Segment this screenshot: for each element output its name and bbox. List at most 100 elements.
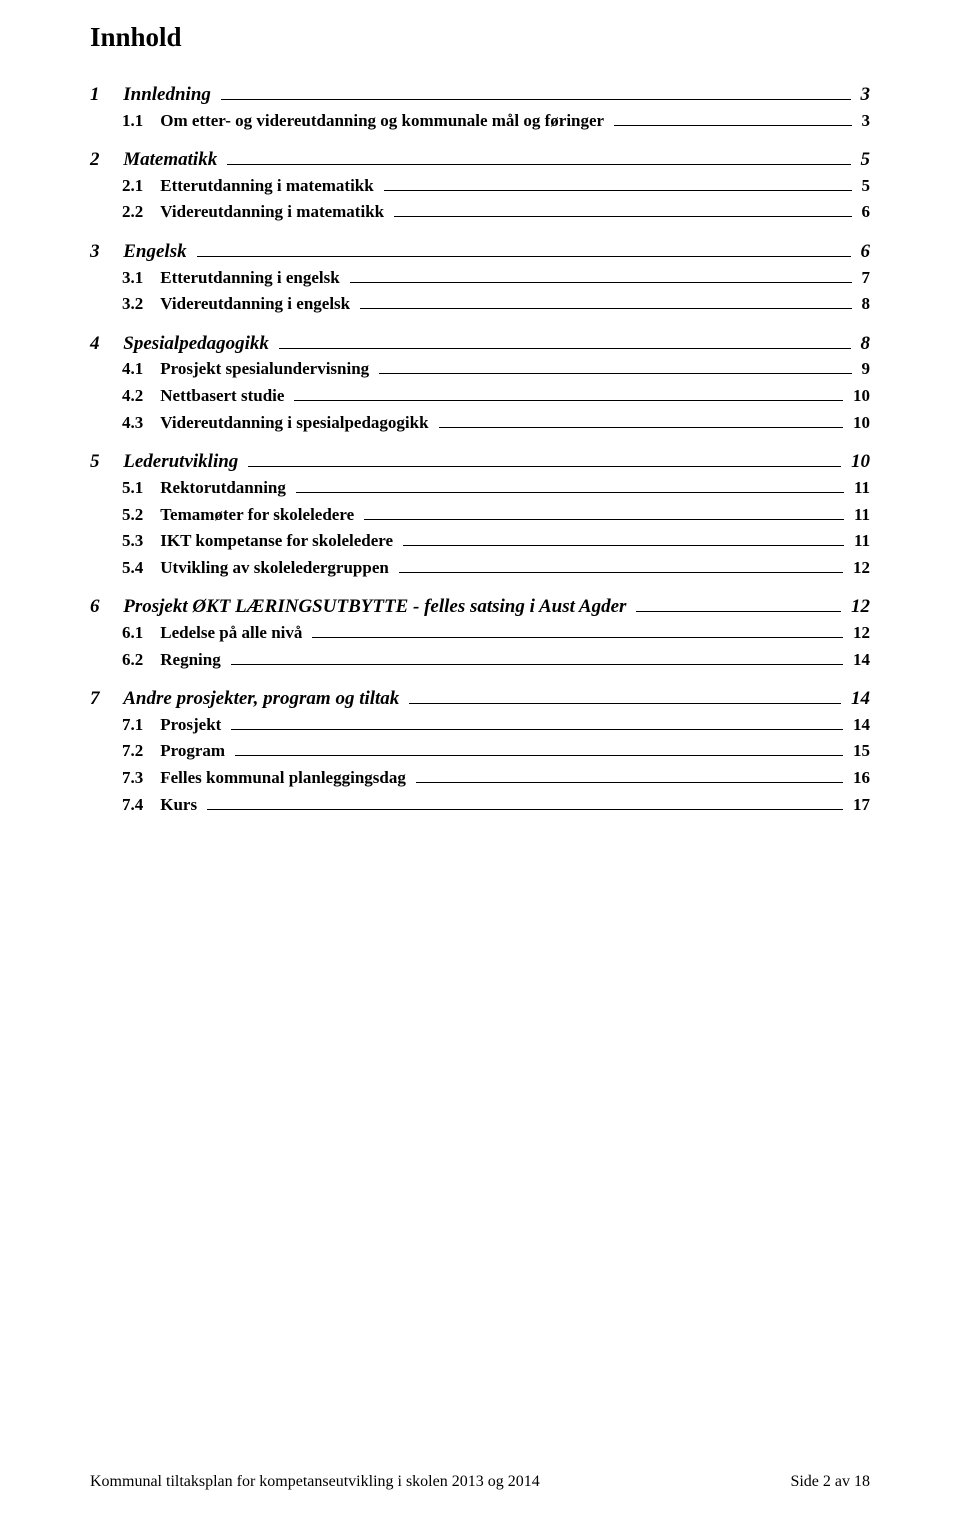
toc-entry-label: Prosjekt ØKT LÆRINGSUTBYTTE - felles sat… [123,593,632,621]
toc-entry-number: 4.1 [122,357,143,382]
toc-leader [248,466,841,467]
toc-entry-number: 4 [90,330,100,358]
toc-leader [235,755,843,756]
toc-entry-page: 11 [848,529,870,554]
toc-entry-page: 6 [856,200,871,225]
toc-entry-page: 9 [856,357,871,382]
toc-leader [296,492,844,493]
toc-leader [221,99,851,100]
toc-entry: 7.1 Prosjekt14 [90,713,870,738]
toc-leader [294,400,843,401]
toc-entry-number: 7.2 [122,739,143,764]
toc-entry: 4.2 Nettbasert studie10 [90,384,870,409]
toc-entry-page: 8 [855,330,871,358]
toc-entry-page: 14 [847,713,870,738]
toc-entry-number: 7.1 [122,713,143,738]
toc-entry-page: 14 [847,648,870,673]
toc-leader [350,282,852,283]
toc-entry-page: 15 [847,739,870,764]
toc-entry: 5 Lederutvikling10 [90,448,870,476]
toc-leader [279,348,851,349]
toc-leader [197,256,851,257]
toc-entry-label: Etterutdanning i engelsk [160,266,345,291]
toc-entry: 6.2 Regning 14 [90,648,870,673]
toc-entry-label: Kurs [160,793,203,818]
toc-entry-number: 5.2 [122,503,143,528]
toc-entry-number: 6.1 [122,621,143,646]
toc-entry-page: 12 [847,556,870,581]
toc-entry: 5.1 Rektorutdanning11 [90,476,870,501]
toc-entry-number: 7 [90,685,100,713]
toc-leader [403,545,844,546]
toc-entry-page: 16 [847,766,870,791]
toc-entry-label: Ledelse på alle nivå [160,621,308,646]
toc-entry: 2.2 Videreutdanning i matematikk 6 [90,200,870,225]
toc-leader [364,519,844,520]
toc-entry-number: 4.3 [122,411,143,436]
toc-entry-number: 1.1 [122,109,143,134]
toc-entry-label: Prosjekt spesialundervisning [160,357,375,382]
toc-entry-label: Videreutdanning i spesialpedagogikk [160,411,434,436]
toc-entry-label: Nettbasert studie [160,384,290,409]
toc-entry: 7.3 Felles kommunal planleggingsdag 16 [90,766,870,791]
toc-entry-page: 5 [855,146,871,174]
toc-entry-label: Om etter- og videreutdanning og kommunal… [160,109,610,134]
toc-leader [409,703,841,704]
table-of-contents: 1 Innledning31.1 Om etter- og videreutda… [90,81,870,817]
toc-entry-page: 12 [845,593,870,621]
toc-entry-label: Program [160,739,231,764]
toc-leader [394,216,851,217]
toc-entry-label: Videreutdanning i matematikk [160,200,390,225]
toc-entry-number: 6.2 [122,648,143,673]
toc-entry: 1.1 Om etter- og videreutdanning og komm… [90,109,870,134]
toc-entry-page: 17 [847,793,870,818]
toc-entry-number: 7.4 [122,793,143,818]
toc-entry: 3.1 Etterutdanning i engelsk7 [90,266,870,291]
toc-entry-number: 7.3 [122,766,143,791]
toc-entry-page: 6 [855,238,871,266]
toc-leader [231,729,843,730]
toc-entry-label: Videreutdanning i engelsk [160,292,356,317]
toc-leader [384,190,852,191]
toc-leader [399,572,843,573]
toc-entry-number: 2 [90,146,100,174]
toc-leader [231,664,843,665]
toc-entry-number: 3.1 [122,266,143,291]
toc-entry-label: IKT kompetanse for skoleledere [160,529,399,554]
toc-entry: 3.2 Videreutdanning i engelsk8 [90,292,870,317]
toc-entry-label: Spesialpedagogikk [123,330,275,358]
toc-entry-number: 2.2 [122,200,143,225]
toc-entry-page: 8 [856,292,871,317]
toc-entry-number: 3 [90,238,100,266]
toc-entry: 6 Prosjekt ØKT LÆRINGSUTBYTTE - felles s… [90,593,870,621]
toc-entry-page: 10 [845,448,870,476]
toc-entry-page: 10 [847,384,870,409]
toc-entry-page: 3 [855,81,871,109]
toc-entry-page: 14 [845,685,870,713]
toc-leader [207,809,843,810]
toc-entry-number: 5.1 [122,476,143,501]
toc-entry: 5.3 IKT kompetanse for skoleledere11 [90,529,870,554]
toc-entry-page: 10 [847,411,870,436]
toc-entry-number: 5.4 [122,556,143,581]
toc-leader [360,308,851,309]
toc-entry-label: Engelsk [123,238,192,266]
toc-entry: 5.4 Utvikling av skoleledergruppen12 [90,556,870,581]
toc-entry-page: 12 [847,621,870,646]
toc-entry-label: Felles kommunal planleggingsdag [160,766,412,791]
toc-entry: 4.1 Prosjekt spesialundervisning 9 [90,357,870,382]
toc-entry-label: Temamøter for skoleledere [160,503,360,528]
toc-entry: 1 Innledning3 [90,81,870,109]
toc-leader [312,637,843,638]
toc-entry-label: Regning [160,648,226,673]
footer-left: Kommunal tiltaksplan for kompetanseutvik… [90,1473,540,1491]
toc-entry-page: 5 [856,174,871,199]
toc-leader [439,427,843,428]
toc-entry-number: 2.1 [122,174,143,199]
toc-entry: 2 Matematikk5 [90,146,870,174]
toc-entry: 7 Andre prosjekter, program og tiltak 14 [90,685,870,713]
toc-entry-number: 5 [90,448,100,476]
toc-entry-label: Andre prosjekter, program og tiltak [123,685,405,713]
toc-leader [614,125,851,126]
toc-leader [636,611,841,612]
